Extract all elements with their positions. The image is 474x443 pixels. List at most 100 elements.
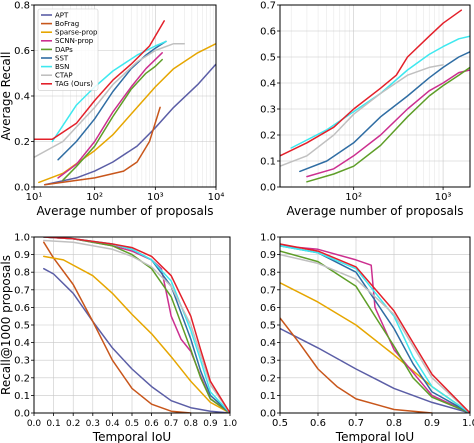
series-group (34, 20, 216, 186)
y-axis-label: Recall@1000 proposals (0, 255, 13, 395)
x-tick-label: 0.5 (125, 419, 139, 429)
series-group (280, 243, 470, 413)
x-tick-label: 0.9 (203, 419, 218, 429)
x-tick-label: 10¹ (26, 192, 43, 203)
series-line-apt (43, 63, 216, 186)
series-line-apt (280, 327, 470, 413)
series-line-bofrag (280, 317, 433, 413)
legend-label-tag-ours: TAG (Ours) (54, 80, 93, 88)
y-tick-label: 0.0 (260, 183, 276, 194)
series-line-tag-ours (280, 9, 463, 157)
x-tick-label: 0.6 (144, 419, 159, 429)
y-tick-label: 0.0 (260, 409, 276, 420)
y-tick-label: 0.5 (14, 321, 30, 332)
y-tick-label: 0.3 (14, 356, 30, 367)
y-tick-label: 0.8 (14, 1, 30, 12)
series-line-scnn-prop (306, 69, 470, 178)
series-line-daps (62, 58, 163, 181)
chart-bottom-left: 0.0 0.1 0.2 0.3 0.4 0.5 0.6 0.7 0.8 0.9 1.0 0.0 0.1 0… (0, 233, 237, 443)
series-line-ctap (280, 253, 470, 413)
plot-frame (279, 236, 471, 414)
x-tick-label: 0.8 (184, 419, 199, 429)
legend-box (37, 8, 99, 91)
series-line-bofrag (43, 106, 161, 186)
x-tick-label: 0.9 (424, 418, 440, 429)
y-tick-label: 0.4 (14, 92, 30, 103)
x-axis-label: Average number of proposals (37, 204, 214, 218)
series-line-ctap (43, 239, 230, 413)
x-tick-label: 10³ (147, 192, 164, 203)
x-tick-label: 0.1 (46, 419, 60, 429)
series-line-sst (299, 51, 470, 173)
y-tick-label: 0.1 (14, 391, 30, 402)
chart-bottom-right: 0.5 0.6 0.7 0.8 0.9 1.0 0.0 0.1 0.2 0.3 0.4 0.5 0.6 0… (260, 233, 474, 443)
series-line-bsn (51, 40, 167, 143)
legend-label-ctap: CTAP (55, 72, 73, 80)
series-line-ctap (34, 42, 186, 159)
y-tick-label: 0.4 (260, 79, 276, 90)
series-line-scnn-prop (280, 245, 470, 413)
series-line-ctap (280, 64, 444, 167)
legend-label-sparse-prop: Sparse-prop (55, 29, 98, 37)
plot-frame (33, 236, 231, 414)
y-tick-label: 0.2 (260, 131, 276, 142)
x-tick-label: 10³ (435, 192, 452, 203)
x-tick-label: 0.0 (27, 419, 42, 429)
x-tick-label: 1.0 (223, 419, 238, 429)
x-tick-label: 0.8 (386, 418, 402, 429)
x-axis-label: Temporal IoU (335, 430, 414, 443)
y-tick-label: 1.0 (260, 233, 276, 244)
series-line-scnn-prop (57, 52, 163, 179)
series-line-tag-ours (34, 20, 165, 140)
series-group (280, 9, 470, 183)
series-line-apt (43, 267, 230, 413)
plot-frame (33, 4, 217, 188)
series-line-sst (280, 245, 470, 413)
y-tick-label: 0.8 (14, 268, 30, 279)
x-tick-label: 10² (345, 192, 362, 203)
x-axis-label: Average number of proposals (287, 204, 464, 218)
series-line-bofrag (43, 241, 192, 413)
y-tick-label: 0.6 (260, 303, 276, 314)
legend-label-bsn: BSN (55, 63, 69, 71)
x-tick-label: 10⁴ (208, 192, 225, 203)
legend: APTBoFragSparse-propSCNN-propDAPsSSTBSNC… (37, 8, 99, 91)
y-tick-label: 0.9 (260, 250, 276, 261)
x-tick-label: 0.7 (348, 418, 364, 429)
x-tick-label: 0.6 (310, 418, 326, 429)
chart-top-right: 10² 10³ 0.0 0.1 0.2 0.3 0.4 0.5 0.6 0.7 Average nu… (260, 1, 471, 218)
x-tick-label: 0.7 (164, 419, 178, 429)
x-tick-label: 0.2 (66, 419, 80, 429)
y-tick-label: 0.5 (260, 53, 276, 64)
series-group (43, 237, 230, 413)
y-tick-label: 0.6 (14, 46, 30, 57)
x-tick-label: 0.3 (86, 419, 100, 429)
y-axis-label: Average Recall (0, 52, 13, 141)
series-line-daps (280, 250, 470, 413)
y-tick-label: 0.8 (260, 268, 276, 279)
legend-label-scnn-prop: SCNN-prop (55, 37, 94, 45)
x-tick-label: 1.0 (462, 418, 474, 429)
y-tick-label: 0.4 (14, 338, 30, 349)
series-line-sst (57, 40, 167, 161)
series-line-tag-ours (280, 243, 470, 413)
series-line-bsn (290, 35, 470, 149)
y-tick-label: 0.6 (260, 27, 276, 38)
y-tick-label: 0.2 (14, 373, 30, 384)
y-tick-label: 0.1 (260, 391, 276, 402)
y-tick-label: 0.9 (14, 250, 30, 261)
y-tick-label: 0.7 (260, 1, 276, 12)
chart-top-left: 10¹ 10² 10³ 10⁴ 0.0 0.2 0.4 0.6 0.8 Average numbe… (0, 1, 224, 219)
x-tick-label: 10² (86, 192, 103, 203)
y-tick-label: 0.0 (14, 409, 30, 420)
y-tick-label: 0.3 (260, 356, 276, 367)
series-line-daps (43, 237, 230, 413)
plot-frame (279, 4, 471, 188)
legend-label-bofrag: BoFrag (55, 20, 79, 28)
series-line-tag-ours (43, 237, 230, 413)
y-tick-label: 0.0 (14, 183, 30, 194)
y-tick-label: 1.0 (14, 233, 30, 244)
y-tick-label: 0.7 (14, 285, 30, 296)
x-axis-label: Temporal IoU (92, 430, 171, 443)
